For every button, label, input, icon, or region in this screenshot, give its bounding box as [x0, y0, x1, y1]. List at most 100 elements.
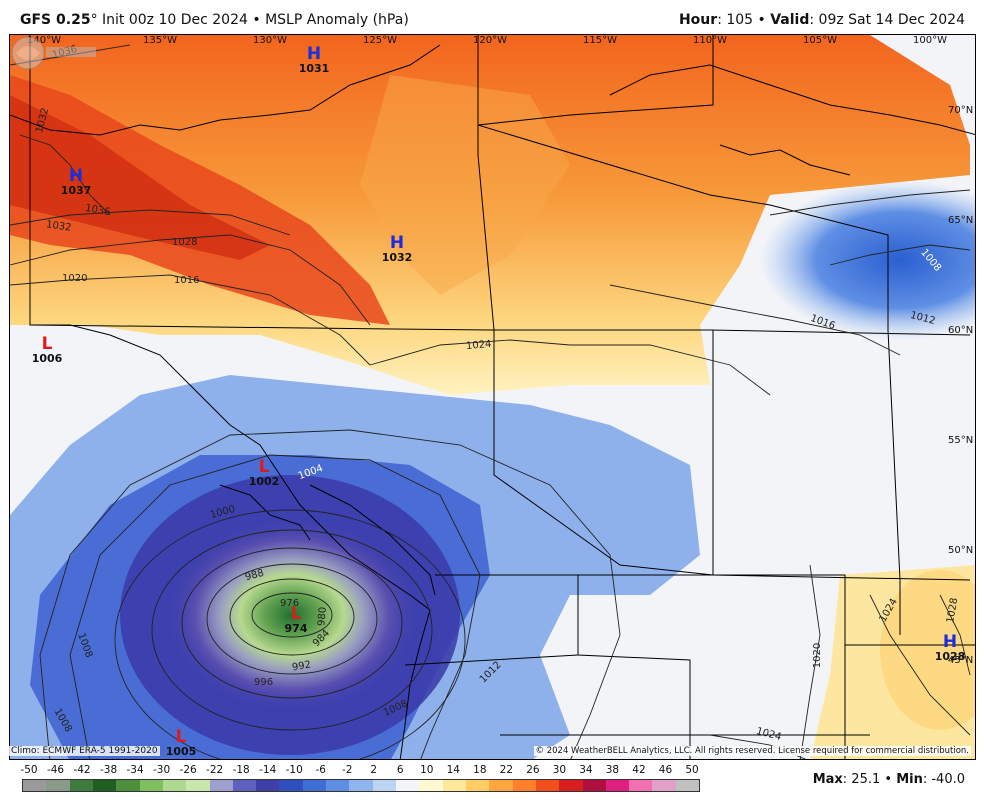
colorbar-swatch — [559, 780, 583, 791]
colorbar-swatch — [396, 780, 420, 791]
isobar-label: 1020 — [812, 642, 824, 669]
colorbar-swatch — [489, 780, 513, 791]
colorbar-tick-label: -38 — [99, 764, 118, 776]
peak-positive-anomaly — [10, 95, 270, 260]
low-pressure-letter: L — [258, 457, 270, 477]
colorbar-tick-label: -34 — [126, 764, 144, 776]
colorbar-swatch — [69, 780, 93, 791]
max-label: Max — [812, 772, 843, 787]
pressure-value: 1031 — [298, 62, 330, 75]
low-pressure-center: L 1005 — [166, 728, 197, 758]
colorbar-swatch — [279, 780, 303, 791]
isobar-label: 976 — [280, 598, 300, 609]
valid-time-info: Hour: 105 • Valid: 09z Sat 14 Dec 2024 — [679, 12, 965, 28]
isobar-label: 1020 — [62, 273, 88, 284]
colorbar-swatch — [442, 780, 466, 791]
longitude-label: 105°W — [803, 35, 837, 46]
colorbar-tick-label: 6 — [396, 764, 404, 776]
longitude-label: 125°W — [363, 35, 397, 46]
high-pressure-center: H 1037 — [61, 167, 92, 197]
colorbar-swatch — [23, 780, 47, 791]
latitude-label: 70°N — [948, 105, 974, 116]
map-title: GFS 0.25° Init 00z 10 Dec 2024 • MSLP An… — [20, 12, 409, 28]
max-value: : 25.1 • — [842, 772, 897, 787]
low-pressure-letter: L — [290, 604, 302, 624]
colorbar-swatch — [605, 780, 630, 791]
colorbar-tick-label: -46 — [46, 764, 65, 776]
map-header: GFS 0.25° Init 00z 10 Dec 2024 • MSLP An… — [0, 0, 984, 34]
init-time: Init 00z 10 Dec 2024 — [97, 12, 248, 28]
colorbar-tick-label: 14 — [446, 764, 460, 776]
colorbar-swatch — [419, 780, 443, 791]
colorbar-tick-label: 30 — [552, 764, 567, 776]
latitude-label: 60°N — [948, 325, 974, 336]
longitude-label: 120°W — [473, 35, 507, 46]
isobar-label: 1024 — [465, 338, 492, 353]
colorbar-tick-label: 46 — [658, 764, 673, 776]
valid-label: Valid — [770, 12, 810, 28]
longitude-label: 115°W — [583, 35, 617, 46]
climatology-source: Climo: ECMWF ERA-5 1991-2020 — [9, 746, 160, 756]
valid-value: : 09z Sat 14 Dec 2024 — [809, 12, 965, 28]
high-pressure-letter: H — [306, 44, 322, 64]
isobar-label: 980 — [316, 606, 329, 627]
pressure-value: 1006 — [31, 352, 63, 365]
pressure-value: 1032 — [381, 251, 413, 264]
colorbar — [22, 779, 700, 792]
high-pressure-center: H 1032 — [382, 234, 413, 264]
colorbar-tick-label: 10 — [420, 764, 434, 776]
latitude-label: 45°N — [948, 655, 974, 666]
weatherbell-logo-icon — [11, 36, 96, 70]
min-label: Min — [896, 772, 923, 787]
colorbar-swatch — [326, 780, 350, 791]
min-value: : -40.0 — [922, 772, 965, 787]
colorbar-swatch — [46, 780, 70, 791]
copyright-notice: © 2024 WeatherBELL Analytics, LLC. All r… — [533, 746, 971, 756]
southeast-high-anomaly — [880, 570, 975, 730]
max-min-readout: Max: 25.1 • Min: -40.0 — [813, 772, 965, 787]
colorbar-tick-label: 18 — [473, 764, 487, 776]
low-pressure-center: L 1002 — [249, 458, 280, 488]
colorbar-tick-label: 50 — [685, 764, 699, 776]
degree-sign: ° — [90, 12, 98, 28]
colorbar-swatch — [535, 780, 560, 791]
longitude-label: 110°W — [693, 35, 727, 46]
colorbar-swatch — [465, 780, 490, 791]
longitude-label: 100°W — [913, 35, 947, 46]
colorbar-tick-label: 34 — [579, 764, 593, 776]
longitude-label: 135°W — [143, 35, 177, 46]
colorbar-swatch — [256, 780, 280, 791]
longitude-label: 140°W — [27, 35, 61, 46]
colorbar-tick-label: 42 — [632, 764, 646, 776]
colorbar-swatch — [512, 780, 536, 791]
colorbar-swatch — [302, 780, 327, 791]
colorbar-tick-label: -42 — [73, 764, 91, 776]
colorbar-swatch — [209, 780, 233, 791]
isobars — [10, 44, 971, 759]
colorbar-swatch — [582, 780, 606, 791]
model-name: GFS 0.25 — [20, 12, 91, 28]
colorbar-swatch — [629, 780, 653, 791]
pressure-value: 1005 — [165, 745, 197, 758]
colorbar-tick-label: -2 — [341, 764, 353, 776]
colorbar-swatch — [139, 780, 163, 791]
latitude-label: 50°N — [948, 545, 974, 556]
strong-positive-anomaly — [10, 75, 390, 325]
colorbar-tick-label: 26 — [526, 764, 540, 776]
hour-label: Hour — [678, 12, 718, 28]
colorbar-swatch — [372, 780, 396, 791]
colorbar-tick-label: 38 — [605, 764, 620, 776]
pressure-value: 1037 — [60, 184, 92, 197]
isobar-label: 1016 — [174, 275, 200, 286]
longitude-label: 130°W — [253, 35, 287, 46]
colorbar-swatch — [162, 780, 187, 791]
colorbar-tick-label: -6 — [315, 764, 326, 776]
latitude-label: 65°N — [948, 215, 974, 226]
coastline — [10, 44, 975, 759]
colorbar-swatch — [675, 780, 700, 791]
field-name: MSLP Anomaly (hPa) — [265, 12, 409, 28]
pressure-value: 1002 — [248, 475, 280, 488]
colorbar-tick-label: 22 — [499, 764, 514, 776]
high-pressure-letter: H — [68, 166, 84, 186]
colorbar-tick-label: -22 — [206, 764, 224, 776]
